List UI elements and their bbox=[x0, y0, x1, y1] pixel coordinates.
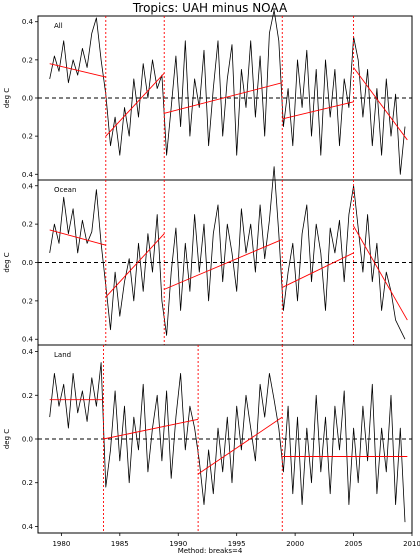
x-tick-label: 2010 bbox=[403, 540, 420, 548]
temperature-series bbox=[49, 362, 406, 523]
fit-segment bbox=[282, 101, 354, 120]
fit-segment bbox=[197, 416, 283, 475]
fit-segment bbox=[49, 63, 106, 78]
y-tick-label: 0.0 bbox=[22, 436, 33, 444]
fit-segment bbox=[353, 225, 408, 321]
x-tick-label: 1980 bbox=[52, 540, 70, 548]
y-axis-label: deg C bbox=[3, 88, 11, 108]
y-tick-label: 0.4 bbox=[22, 182, 34, 190]
y-tick-label: 0.2 bbox=[22, 479, 33, 487]
y-tick-label: 0.4 bbox=[22, 171, 34, 179]
y-tick-label: 0.4 bbox=[22, 18, 34, 26]
x-tick-label: 2000 bbox=[286, 540, 304, 548]
x-tick-label: 2005 bbox=[345, 540, 363, 548]
x-tick-label: 1985 bbox=[111, 540, 129, 548]
temperature-series bbox=[49, 9, 406, 175]
fit-segment bbox=[103, 418, 199, 440]
x-tick-label: 1990 bbox=[169, 540, 187, 548]
panel-label: All bbox=[54, 22, 63, 30]
y-tick-label: 0.2 bbox=[22, 56, 33, 64]
y-tick-label: 0.4 bbox=[22, 336, 34, 344]
fit-segment bbox=[49, 229, 106, 246]
y-axis-label: deg C bbox=[3, 429, 11, 449]
panel-label: Land bbox=[54, 351, 71, 359]
fit-segment bbox=[105, 233, 165, 298]
x-tick-label: 1995 bbox=[228, 540, 246, 548]
y-axis-label: deg C bbox=[3, 252, 11, 272]
y-tick-label: 0.2 bbox=[22, 133, 33, 141]
y-tick-label: 0.4 bbox=[22, 348, 34, 356]
fit-segment bbox=[164, 82, 283, 114]
y-tick-label: 0.2 bbox=[22, 297, 33, 305]
y-tick-label: 0.0 bbox=[22, 95, 33, 103]
y-tick-label: 0.4 bbox=[22, 523, 34, 531]
y-tick-label: 0.2 bbox=[22, 221, 33, 229]
y-tick-label: 0.2 bbox=[22, 392, 33, 400]
temperature-series bbox=[49, 166, 406, 340]
y-tick-label: 0.0 bbox=[22, 259, 33, 267]
fit-segment bbox=[105, 72, 165, 137]
fit-segment bbox=[353, 67, 408, 141]
fit-segment bbox=[282, 252, 354, 288]
panel-label: Ocean bbox=[54, 186, 76, 194]
chart-title: Tropics: UAH minus NOAA bbox=[132, 1, 288, 15]
x-axis-label: Method: breaks=4 bbox=[177, 547, 243, 555]
fit-segment bbox=[164, 239, 283, 290]
